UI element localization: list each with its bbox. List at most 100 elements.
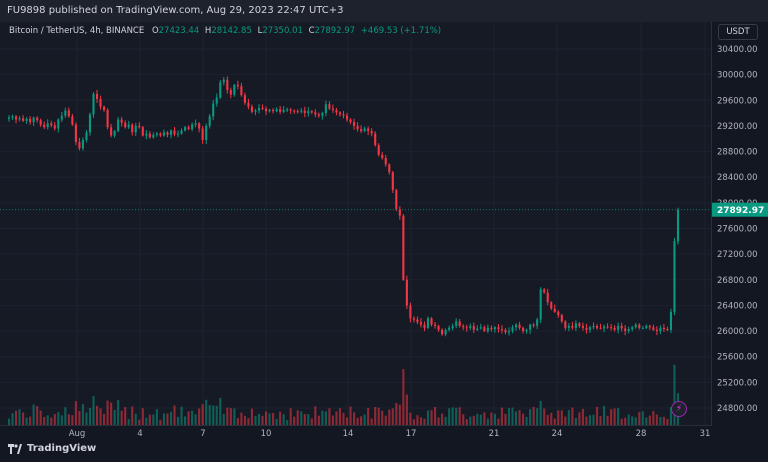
volume-bar <box>127 419 130 425</box>
candle-body <box>662 327 665 330</box>
candle-body <box>7 117 11 119</box>
candle-body <box>166 132 169 135</box>
candle-body <box>92 93 95 115</box>
candle-body <box>303 110 306 114</box>
volume-bar <box>296 410 299 425</box>
volume-bar <box>261 415 264 425</box>
candle-body <box>353 122 356 126</box>
candle-body <box>356 125 359 130</box>
volume-bar <box>641 411 644 425</box>
candle-body <box>162 132 165 136</box>
candle-body <box>462 325 465 328</box>
volume-bar <box>180 406 183 425</box>
volume-bar <box>497 418 500 425</box>
candle-body <box>631 327 634 330</box>
price-tick-label: 30400.00 <box>717 45 758 55</box>
candle-body <box>655 329 658 332</box>
price-tick-label: 25600.00 <box>717 353 758 363</box>
candle-body <box>553 308 556 312</box>
volume-bar <box>314 406 317 425</box>
candle-body <box>451 325 454 328</box>
volume-bar <box>571 407 574 425</box>
volume-bar <box>67 414 70 425</box>
volume-bar <box>655 414 658 425</box>
chart-pane[interactable] <box>0 22 712 426</box>
candle-body <box>331 108 334 110</box>
candle-body <box>652 327 655 330</box>
volume-bar <box>57 412 60 425</box>
volume-bar <box>25 417 28 425</box>
volume-bar <box>564 416 567 425</box>
candle-body <box>314 112 317 115</box>
candle-body <box>585 327 588 330</box>
volume-bar <box>222 413 225 425</box>
volume-bar <box>240 412 243 425</box>
volume-bar <box>448 408 451 425</box>
volume-bar <box>353 412 356 425</box>
candle-body <box>310 111 313 113</box>
volume-bar <box>113 409 116 425</box>
candle-body <box>345 115 349 120</box>
candle-body <box>564 321 567 328</box>
time-axis[interactable]: Aug 4 7 10 14 17 21 24 28 31 <box>0 426 712 440</box>
candle-body <box>39 120 42 125</box>
candle-body <box>595 325 599 328</box>
candle-body <box>620 325 623 329</box>
lightning-icon[interactable]: ⚡ <box>671 401 687 417</box>
candle-body <box>416 319 419 323</box>
volume-bar <box>631 416 634 425</box>
top-bar: FU9898 published on TradingView.com, Aug… <box>0 0 768 22</box>
volume-bar <box>455 407 458 425</box>
volume-bar <box>652 410 655 425</box>
candle-body <box>360 129 363 132</box>
volume-bar <box>504 413 507 425</box>
time-tick-label: 14 <box>343 429 354 439</box>
volume-bar <box>585 416 588 425</box>
candlestick-chart[interactable] <box>0 22 711 425</box>
volume-bar <box>469 416 472 425</box>
price-axis[interactable]: 30400.00 30000.00 29600.00 29200.00 28800.00… <box>712 22 768 425</box>
volume-bar <box>391 408 394 425</box>
candle-body <box>191 124 194 130</box>
legend-symbol: Bitcoin / TetherUS, 4h, BINANCE <box>9 26 145 36</box>
candle-body <box>233 84 236 95</box>
volume-bar <box>430 410 433 425</box>
volume-bar <box>138 419 141 425</box>
candle-body <box>250 106 254 112</box>
legend-close: 27892.97 <box>314 26 356 36</box>
volume-bar <box>328 408 331 425</box>
candle-body <box>243 95 246 103</box>
candle-body <box>560 315 563 322</box>
candle-body <box>296 111 299 113</box>
candle-body <box>300 110 303 112</box>
candle-body <box>208 116 211 126</box>
candle-body <box>32 117 35 123</box>
volume-bar <box>148 414 151 425</box>
candle-body <box>282 109 285 112</box>
candle-body <box>60 115 63 120</box>
candle-body <box>550 302 553 309</box>
volume-bar <box>423 418 426 425</box>
volume-bar <box>419 417 423 425</box>
candle-body <box>391 172 394 191</box>
volume-bar <box>673 364 676 425</box>
brand[interactable]: TradingView <box>8 443 96 454</box>
currency-button[interactable]: USDT <box>718 24 758 40</box>
candle-body <box>606 326 609 328</box>
volume-bar <box>208 405 211 425</box>
candle-body <box>215 97 218 104</box>
volume-bar <box>43 417 46 425</box>
volume-bar <box>483 412 486 425</box>
volume-bar <box>286 420 289 425</box>
volume-bar <box>32 404 35 425</box>
volume-bar <box>522 413 525 425</box>
candle-body <box>74 124 77 142</box>
volume-bar <box>405 394 408 425</box>
volume-bar <box>236 418 239 425</box>
volume-bar <box>426 410 430 425</box>
candle-body <box>173 130 176 135</box>
candle-body <box>106 109 109 128</box>
candle-body <box>131 124 134 133</box>
candle-body <box>219 82 222 98</box>
volume-bar <box>176 416 180 425</box>
